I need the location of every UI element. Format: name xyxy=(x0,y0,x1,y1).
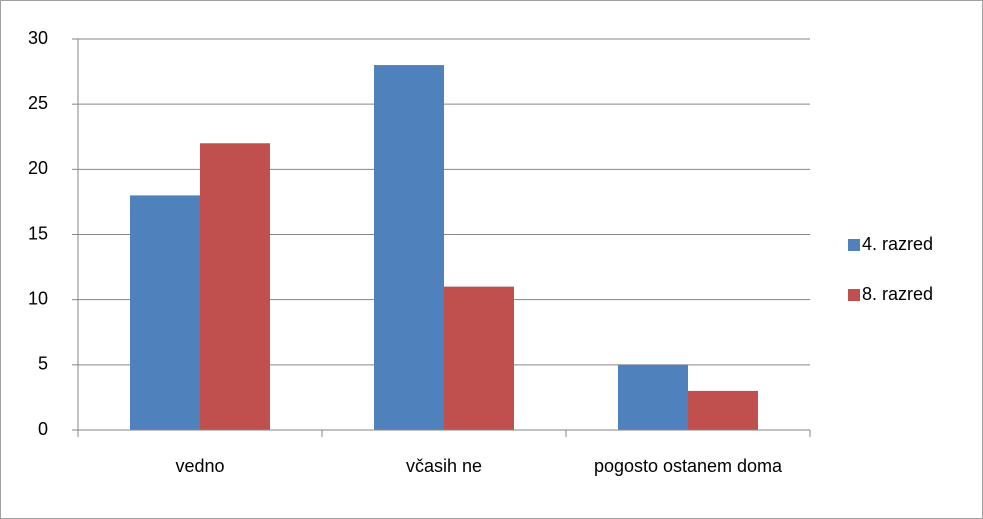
legend-label: 8. razred xyxy=(862,284,933,304)
bar xyxy=(374,65,444,431)
bar xyxy=(688,390,758,430)
y-tick-label: 5 xyxy=(38,354,48,374)
legend-swatch xyxy=(848,289,860,301)
y-tick-label: 0 xyxy=(38,419,48,439)
y-tick-label: 10 xyxy=(28,288,48,308)
y-tick-label: 15 xyxy=(28,223,48,243)
bar xyxy=(618,364,688,430)
x-tick-label: vedno xyxy=(175,456,224,476)
legend-swatch xyxy=(848,239,860,251)
bar xyxy=(200,143,270,430)
x-tick-label: včasih ne xyxy=(406,456,482,476)
bar xyxy=(444,286,514,430)
bar xyxy=(130,195,200,430)
y-tick-label: 25 xyxy=(28,93,48,113)
y-tick-label: 20 xyxy=(28,158,48,178)
y-tick-label: 30 xyxy=(28,28,48,48)
legend-label: 4. razred xyxy=(862,234,933,254)
x-tick-label: pogosto ostanem doma xyxy=(594,456,783,476)
